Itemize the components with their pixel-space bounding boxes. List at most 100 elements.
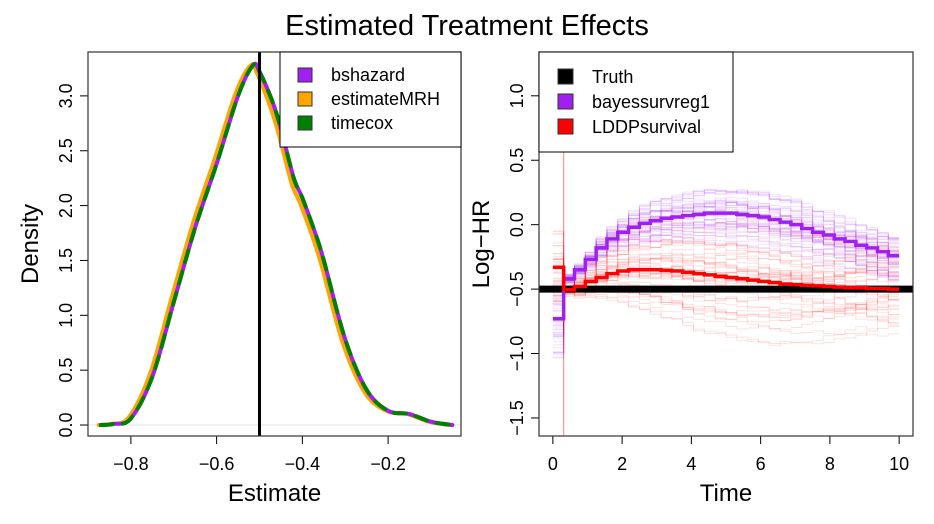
draw-line-LDDPsurvival: [552, 240, 900, 289]
x-tick-label: −0.6: [199, 454, 235, 474]
density-panel: −0.8 −0.6 −0.4 −0.2 0.0 0.5 1.0 1.5 2.0 2.5 3.0 Est…: [17, 51, 462, 507]
y-axis-label: Log−HR: [468, 200, 495, 289]
y-tick-label: −0.5: [507, 271, 527, 307]
draw-line-bayessurvreg1: [552, 223, 900, 349]
x-tick-label: −0.8: [113, 454, 149, 474]
draw-line-bayessurvreg1: [552, 222, 900, 317]
density-line-timecox: [98, 61, 455, 428]
draw-line-bayessurvreg1: [552, 189, 900, 353]
draw-line-LDDPsurvival: [552, 258, 900, 294]
step-line-bayessurvreg1: [552, 211, 900, 321]
draw-line-bayessurvreg1: [552, 221, 900, 323]
legend-label: bshazard: [331, 65, 405, 85]
draw-line-LDDPsurvival: [552, 255, 900, 292]
y-tick-label: 0.5: [56, 358, 76, 383]
draw-line-bayessurvreg1: [552, 190, 900, 294]
draw-line-bayessurvreg1: [552, 223, 900, 306]
legend-label: estimateMRH: [331, 89, 440, 109]
legend-label: bayessurvreg1: [592, 92, 710, 112]
draw-line-bayessurvreg1: [552, 207, 900, 322]
x-axis-label: Estimate: [228, 480, 321, 507]
draw-line-bayessurvreg1: [552, 201, 900, 297]
draw-line-bayessurvreg1: [552, 234, 900, 328]
draw-line-bayessurvreg1: [552, 202, 900, 359]
plot-area: [539, 72, 913, 436]
draw-line-LDDPsurvival: [552, 253, 900, 299]
draw-line-bayessurvreg1: [552, 231, 900, 319]
legend: bshazard estimateMRH timecox: [279, 51, 462, 148]
draw-line-LDDPsurvival: [552, 240, 900, 296]
draw-line-bayessurvreg1: [552, 203, 900, 338]
x-tick-label: 2: [617, 454, 627, 474]
legend-label: Truth: [592, 67, 633, 87]
plot-box: [87, 51, 462, 437]
draw-line-LDDPsurvival: [552, 260, 900, 345]
x-tick-label: −0.4: [285, 454, 321, 474]
y-tick-label: 2.5: [56, 138, 76, 163]
draw-line-LDDPsurvival: [552, 237, 900, 309]
legend: Truth bayessurvreg1 LDDPsurvival: [538, 51, 734, 153]
draw-line-LDDPsurvival: [552, 230, 900, 291]
x-axis: 0 2 4 6 8 10: [548, 435, 909, 474]
legend-swatch-bayessurvreg1: [557, 93, 574, 110]
loghr-panel: 0 2 4 6 8 10 −1.5 −1.0 −0.5 0.0 0.5 1.0 Time Log−HR Tr…: [468, 51, 914, 507]
draw-line-LDDPsurvival: [552, 233, 900, 298]
draw-line-LDDPsurvival: [552, 218, 900, 301]
legend-swatch-Truth: [557, 68, 574, 85]
draw-line-bayessurvreg1: [552, 225, 900, 312]
y-tick-label: 0.5: [507, 148, 527, 173]
draw-line-bayessurvreg1: [552, 192, 900, 346]
x-tick-label: 0: [548, 454, 558, 474]
draw-line-bayessurvreg1: [552, 197, 900, 356]
draw-line-LDDPsurvival: [552, 282, 900, 314]
legend-swatch-LDDPsurvival: [557, 118, 574, 135]
x-tick-label: 10: [889, 454, 909, 474]
x-tick-label: −0.2: [370, 454, 406, 474]
x-tick-label: 6: [756, 454, 766, 474]
y-tick-label: 1.0: [507, 83, 527, 108]
draw-line-LDDPsurvival: [552, 256, 900, 316]
draw-line-bayessurvreg1: [552, 189, 900, 337]
draw-line-bayessurvreg1: [552, 201, 900, 306]
legend-label: LDDPsurvival: [592, 117, 701, 137]
draw-line-bayessurvreg1: [552, 218, 900, 333]
y-tick-label: 1.0: [56, 303, 76, 328]
draw-line-LDDPsurvival: [552, 241, 900, 326]
draw-line-bayessurvreg1: [552, 221, 900, 342]
legend-label: timecox: [331, 113, 393, 133]
draw-line-LDDPsurvival: [552, 232, 900, 286]
draw-line-bayessurvreg1: [552, 201, 900, 286]
y-tick-label: 2.0: [56, 193, 76, 218]
draw-line-LDDPsurvival: [552, 242, 900, 290]
draw-line-bayessurvreg1: [552, 197, 900, 285]
x-tick-label: 4: [686, 454, 696, 474]
draw-line-LDDPsurvival: [552, 266, 900, 294]
step-line-LDDPsurvival: [552, 265, 900, 292]
draw-line-LDDPsurvival: [552, 253, 900, 316]
draw-line-bayessurvreg1: [552, 229, 900, 331]
draw-line-bayessurvreg1: [552, 236, 900, 354]
y-tick-label: −1.0: [507, 336, 527, 372]
chart-title: Estimated Treatment Effects: [285, 10, 649, 42]
draw-line-bayessurvreg1: [552, 223, 900, 303]
draw-line-LDDPsurvival: [552, 280, 900, 347]
draw-line-LDDPsurvival: [552, 241, 900, 301]
y-tick-label: 0.0: [56, 413, 76, 438]
x-axis: −0.8 −0.6 −0.4 −0.2: [113, 435, 406, 474]
draw-line-LDDPsurvival: [552, 253, 900, 294]
draw-line-bayessurvreg1: [552, 201, 900, 309]
draw-line-bayessurvreg1: [552, 233, 900, 330]
draw-line-bayessurvreg1: [552, 216, 900, 339]
draw-line-bayessurvreg1: [552, 221, 900, 334]
draw-line-bayessurvreg1: [552, 188, 900, 336]
y-axis: 0.0 0.5 1.0 1.5 2.0 2.5 3.0: [56, 83, 89, 438]
y-tick-label: −1.5: [507, 400, 527, 436]
legend-swatch-estimateMRH: [297, 91, 313, 107]
y-axis-label: Density: [17, 204, 44, 284]
draw-line-LDDPsurvival: [552, 253, 900, 288]
draw-line-bayessurvreg1: [552, 206, 900, 335]
density-line-estimateMRH: [96, 62, 453, 428]
legend-swatch-bshazard: [297, 67, 313, 83]
y-tick-label: 0.0: [507, 212, 527, 237]
